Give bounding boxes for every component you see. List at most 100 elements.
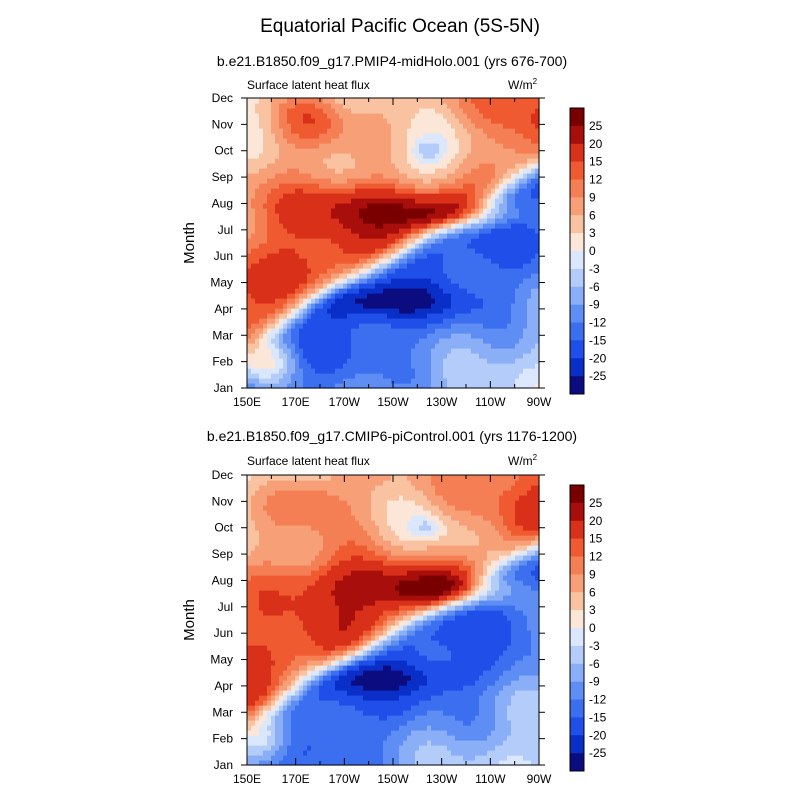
heatmap-cell <box>419 363 424 369</box>
heatmap-cell <box>375 318 380 324</box>
heatmap-cell <box>531 323 536 329</box>
heatmap-cell <box>247 343 252 349</box>
heatmap-cell <box>491 318 496 324</box>
heatmap-cell <box>455 178 460 184</box>
heatmap-cell <box>307 343 312 349</box>
heatmap-cell <box>371 178 376 184</box>
heatmap-cell <box>251 655 256 661</box>
heatmap-cell <box>263 313 268 319</box>
heatmap-cell <box>307 208 312 214</box>
heatmap-cell <box>279 610 284 616</box>
heatmap-cell <box>503 238 508 244</box>
heatmap-cell <box>527 223 532 229</box>
heatmap-cell <box>343 163 348 169</box>
heatmap-cell <box>279 745 284 751</box>
heatmap-cell <box>391 263 396 269</box>
heatmap-cell <box>487 308 492 314</box>
heatmap-cell <box>255 153 260 159</box>
heatmap-cell <box>271 640 276 646</box>
heatmap-cell <box>483 308 488 314</box>
heatmap-cell <box>363 143 368 149</box>
heatmap-cell <box>263 148 268 154</box>
heatmap-cell <box>331 248 336 254</box>
heatmap-cell <box>435 363 440 369</box>
heatmap-cell <box>451 348 456 354</box>
heatmap-cell <box>479 223 484 229</box>
heatmap-cell <box>307 273 312 279</box>
heatmap-cell <box>251 720 256 726</box>
heatmap-cell <box>451 198 456 204</box>
heatmap-cell <box>347 323 352 329</box>
heatmap-cell <box>395 208 400 214</box>
heatmap-cell <box>271 500 276 506</box>
heatmap-cell <box>431 233 436 239</box>
heatmap-cell <box>491 333 496 339</box>
heatmap-cell <box>459 263 464 269</box>
heatmap-cell <box>347 163 352 169</box>
heatmap-cell <box>259 103 264 109</box>
heatmap-cell <box>507 368 512 374</box>
heatmap-cell <box>375 328 380 334</box>
heatmap-cell <box>391 153 396 159</box>
heatmap-cell <box>423 128 428 134</box>
heatmap-cell <box>427 363 432 369</box>
heatmap-cell <box>279 278 284 284</box>
heatmap-cell <box>295 153 300 159</box>
heatmap-cell <box>499 173 504 179</box>
heatmap-cell <box>275 685 280 691</box>
heatmap-cell <box>503 173 508 179</box>
heatmap-cell <box>411 298 416 304</box>
heatmap-cell <box>283 730 288 736</box>
heatmap-cell <box>259 213 264 219</box>
heatmap-cell <box>483 123 488 129</box>
heatmap-cell <box>271 740 276 746</box>
heatmap-cell <box>255 218 260 224</box>
heatmap-cell <box>263 248 268 254</box>
heatmap-cell <box>351 243 356 249</box>
heatmap-cell <box>351 113 356 119</box>
heatmap-cell <box>479 348 484 354</box>
heatmap-cell <box>403 148 408 154</box>
heatmap-cell <box>423 353 428 359</box>
heatmap-cell <box>399 223 404 229</box>
heatmap-cell <box>343 248 348 254</box>
heatmap-cell <box>335 143 340 149</box>
heatmap-cell <box>287 755 292 761</box>
heatmap-cell <box>291 243 296 249</box>
heatmap-cell <box>363 378 368 384</box>
heatmap-cell <box>251 288 256 294</box>
heatmap-cell <box>447 168 452 174</box>
heatmap-cell <box>319 303 324 309</box>
heatmap-cell <box>299 328 304 334</box>
heatmap-cell <box>439 153 444 159</box>
heatmap-cell <box>383 188 388 194</box>
heatmap-cell <box>283 590 288 596</box>
heatmap-cell <box>503 303 508 309</box>
heatmap-cell <box>451 188 456 194</box>
heatmap-cell <box>523 293 528 299</box>
heatmap-cell <box>439 198 444 204</box>
heatmap-cell <box>247 760 252 766</box>
heatmap-cell <box>251 298 256 304</box>
heatmap-cell <box>267 118 272 124</box>
heatmap-cell <box>271 203 276 209</box>
heatmap-cell <box>399 288 404 294</box>
heatmap-cell <box>423 293 428 299</box>
heatmap-cell <box>515 188 520 194</box>
heatmap-cell <box>423 268 428 274</box>
heatmap-cell <box>479 128 484 134</box>
heatmap-cell <box>435 378 440 384</box>
colorbar-swatch <box>570 358 584 377</box>
heatmap-cell <box>419 353 424 359</box>
heatmap-cell <box>287 485 292 491</box>
heatmap-cell <box>451 113 456 119</box>
heatmap-cell <box>495 303 500 309</box>
heatmap-cell <box>279 253 284 259</box>
heatmap-cell <box>475 103 480 109</box>
heatmap-cell <box>367 178 372 184</box>
heatmap-cell <box>383 338 388 344</box>
heatmap-cell <box>535 288 540 294</box>
heatmap-cell <box>463 378 468 384</box>
heatmap-cell <box>507 123 512 129</box>
heatmap-cell <box>307 188 312 194</box>
